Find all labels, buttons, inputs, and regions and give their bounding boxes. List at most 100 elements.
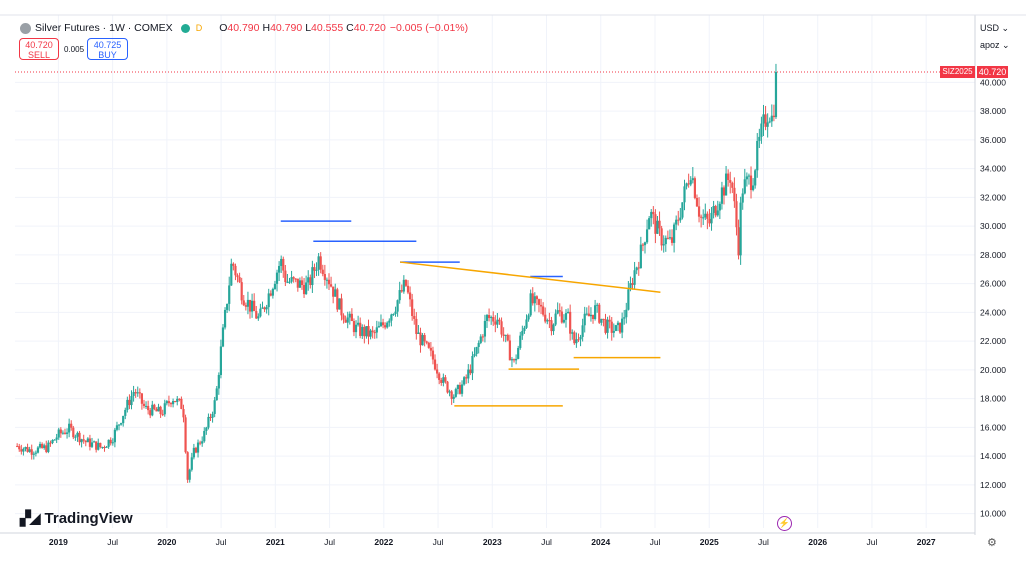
y-tick-label: 18.000 (980, 394, 1006, 404)
candle-body (652, 211, 655, 215)
candle-body (292, 277, 295, 279)
candle-body (473, 354, 476, 356)
tradingview-logo[interactable]: ▞◢ TradingView (20, 510, 133, 527)
symbol-title[interactable]: Silver Futures · 1W · COMEX (35, 22, 173, 34)
candle-body (163, 403, 166, 415)
candle-body (579, 336, 582, 340)
candle-body (265, 307, 268, 310)
close-label: C (346, 22, 354, 34)
y-tick-label: 24.000 (980, 307, 1006, 317)
candle-body (645, 229, 649, 243)
candle-body (228, 285, 231, 304)
candle-body (500, 321, 503, 335)
candle-body (677, 219, 680, 221)
candle-body (290, 277, 293, 282)
candle-body (710, 212, 713, 224)
candle-body (556, 310, 559, 314)
candle-body (772, 115, 775, 118)
candle-body (448, 391, 451, 393)
candle-body (679, 217, 682, 221)
candle-body (702, 217, 705, 219)
candle-body (650, 211, 653, 219)
candle-body (307, 277, 310, 283)
candle-body (111, 442, 114, 444)
candle-body (660, 228, 663, 246)
candle-body (454, 389, 457, 397)
candle-body (253, 300, 256, 312)
candle-body (496, 319, 499, 325)
candle-body (305, 282, 308, 295)
candle-body (244, 305, 247, 307)
candle-body (575, 339, 578, 344)
candle-body (762, 114, 765, 124)
candle-body (467, 369, 470, 379)
x-tick-label: Jul (650, 537, 661, 547)
candle-body (159, 406, 162, 415)
candle-body (59, 429, 62, 434)
candle-body (683, 186, 686, 203)
candle-body (722, 187, 726, 196)
candle-body (394, 311, 397, 314)
candle-body (583, 313, 586, 326)
last-price-tag: 40.720 (977, 66, 1008, 79)
candle-body (184, 417, 187, 453)
x-tick-label: 2024 (591, 537, 610, 547)
candle-body (758, 136, 761, 141)
candle-body (55, 437, 58, 440)
candle-body (16, 446, 19, 448)
candle-body (209, 416, 212, 418)
candle-body (485, 315, 489, 321)
candle-body (365, 326, 368, 337)
candle-body (238, 277, 241, 283)
candle-body (78, 432, 81, 443)
sell-button[interactable]: 40.720 SELL (19, 38, 59, 60)
candle-body (427, 342, 430, 348)
scale-mode-selector[interactable]: apoz ⌄ (980, 40, 1010, 51)
x-tick-label: 2023 (483, 537, 502, 547)
lightning-icon[interactable]: ⚡ (777, 516, 792, 531)
candle-body (45, 445, 48, 452)
candle-body (80, 439, 83, 443)
candle-body (621, 318, 624, 333)
candle-body (689, 180, 692, 185)
gear-icon[interactable]: ⚙ (987, 537, 997, 549)
candle-body (633, 270, 636, 285)
candle-body (733, 187, 736, 202)
candle-body (419, 332, 422, 346)
x-tick-label: 2025 (700, 537, 719, 547)
buy-button[interactable]: 40.725 BUY (87, 38, 128, 60)
orange-trendline[interactable] (399, 261, 661, 293)
candle-body (338, 298, 341, 310)
candle-body (668, 237, 672, 239)
candle-body (475, 346, 478, 355)
candle-body (411, 299, 414, 317)
candle-body (203, 430, 206, 442)
sell-label: SELL (27, 50, 51, 60)
candle-body (329, 284, 333, 287)
candle-body (552, 324, 555, 332)
candle-body (140, 393, 144, 404)
candle-body (82, 439, 85, 441)
candle-body (373, 332, 376, 334)
x-tick-label: 2022 (374, 537, 393, 547)
candle-body (309, 277, 312, 286)
candle-body (444, 377, 447, 382)
candle-body (697, 206, 701, 217)
candle-body (481, 336, 484, 338)
candle-body (720, 187, 724, 204)
candle-body (317, 256, 320, 270)
candle-body (190, 457, 193, 470)
candle-body (313, 267, 316, 271)
candle-body (95, 441, 98, 450)
candle-body (311, 267, 314, 286)
candle-body (735, 201, 738, 228)
currency-selector[interactable]: USD ⌄ (980, 23, 1009, 34)
x-tick-label: Jul (541, 537, 552, 547)
candle-body (654, 214, 657, 234)
candle-body (323, 274, 326, 280)
candle-body (494, 321, 497, 325)
candle-body (84, 440, 87, 443)
candle-body (236, 275, 239, 278)
